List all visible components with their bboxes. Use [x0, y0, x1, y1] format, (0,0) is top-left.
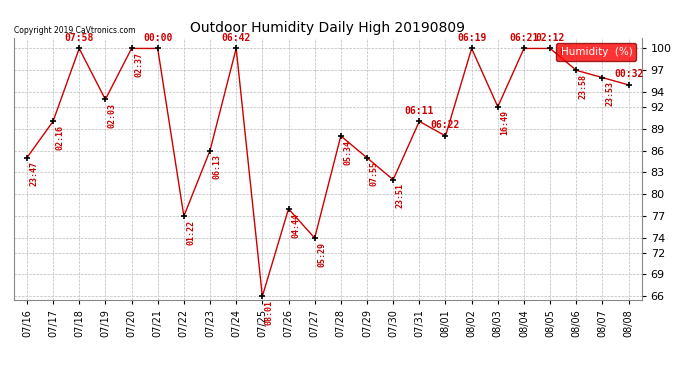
Text: 05:34: 05:34	[344, 140, 353, 165]
Text: 06:19: 06:19	[457, 33, 486, 43]
Text: 07:55: 07:55	[370, 162, 379, 186]
Text: 02:16: 02:16	[56, 125, 65, 150]
Text: 07:58: 07:58	[65, 33, 94, 43]
Text: 00:32: 00:32	[614, 69, 643, 79]
Text: 02:12: 02:12	[535, 33, 565, 43]
Text: 01:22: 01:22	[186, 220, 195, 245]
Title: Outdoor Humidity Daily High 20190809: Outdoor Humidity Daily High 20190809	[190, 21, 465, 35]
Text: 08:01: 08:01	[265, 300, 274, 325]
Text: 23:51: 23:51	[396, 183, 405, 209]
Text: 04:44: 04:44	[291, 213, 300, 237]
Text: 06:42: 06:42	[221, 33, 251, 43]
Text: 23:58: 23:58	[579, 74, 588, 99]
Text: 02:03: 02:03	[108, 103, 117, 128]
Text: 06:21: 06:21	[509, 33, 539, 43]
Text: 06:13: 06:13	[213, 154, 221, 179]
Text: 02:37: 02:37	[134, 52, 143, 77]
Text: 16:49: 16:49	[500, 110, 509, 135]
Text: 23:47: 23:47	[30, 162, 39, 186]
Text: 06:11: 06:11	[404, 105, 434, 116]
Text: 05:29: 05:29	[317, 242, 326, 267]
Text: 00:00: 00:00	[143, 33, 172, 43]
Text: 23:53: 23:53	[605, 81, 614, 106]
Legend: Humidity  (%): Humidity (%)	[556, 43, 636, 61]
Text: 06:22: 06:22	[431, 120, 460, 130]
Text: Copyright 2019 CaVtronics.com: Copyright 2019 CaVtronics.com	[14, 26, 135, 35]
